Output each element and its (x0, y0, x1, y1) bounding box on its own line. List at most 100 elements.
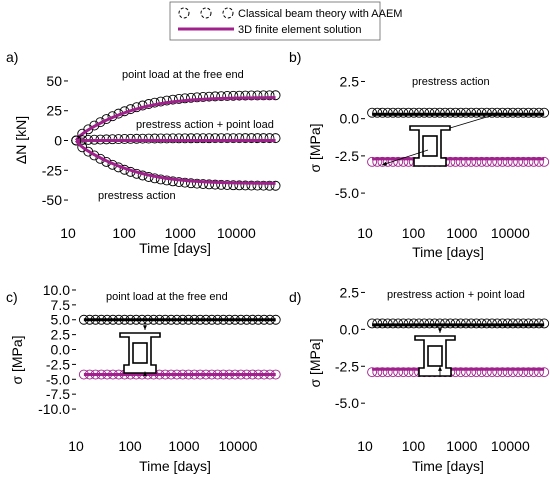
arrow-head (382, 161, 387, 166)
aaem-point (270, 133, 281, 144)
aaem-point (192, 133, 202, 144)
aaem-point-bottom (398, 367, 409, 378)
aaem-point (149, 133, 160, 144)
y-tick-label: -5.0 (335, 185, 359, 201)
annotation-prestress-point-load: prestress action + point load (136, 119, 274, 131)
fem-line-series-2 (74, 139, 276, 185)
aaem-point (252, 90, 263, 101)
aaem-point-bottom (487, 156, 497, 167)
aaem-point-bottom (367, 156, 378, 167)
arrow-head (143, 325, 147, 330)
aaem-point (119, 134, 130, 144)
aaem-point (264, 133, 275, 144)
aaem-point (216, 91, 227, 102)
aaem-point-bottom (403, 367, 414, 378)
x-tick-label: 10 (60, 225, 76, 241)
aaem-point (125, 133, 136, 144)
aaem-point (167, 94, 178, 105)
x-tick-label: 100 (402, 438, 426, 454)
aaem-point-bottom (502, 156, 513, 167)
panel-label-c: c) (6, 289, 18, 305)
aaem-point (167, 133, 178, 144)
legend: Classical beam theory with AAEM 3D finit… (169, 1, 402, 41)
y-tick-label: 0.0 (340, 321, 360, 337)
panel-d-plot: 2.5 0.0 -2.5 -5.0 10 100 1000 10000 (335, 284, 550, 454)
panel-a-plot: 50 25 0 -25 -50 10 100 1000 10000 (42, 73, 281, 241)
y-tick-label: 0.0 (340, 111, 360, 127)
aaem-point (210, 91, 221, 102)
y-tick-label: -2.5 (335, 148, 359, 164)
aaem-point (234, 90, 245, 101)
x-tick-label: 1000 (446, 225, 477, 241)
panel-label-b: b) (289, 49, 301, 65)
aaem-point (192, 178, 202, 189)
x-axis-label-d: Time [days] (412, 458, 484, 474)
aaem-point-bottom (492, 367, 503, 378)
arrow-head (438, 366, 442, 371)
legend-marker-circles (178, 7, 234, 19)
x-tick-label: 1000 (165, 225, 196, 241)
annotation-c: point load at the free end (106, 291, 228, 303)
y-tick-label: -5.0 (335, 395, 359, 411)
aaem-point (198, 133, 209, 144)
aaem-point (167, 176, 178, 187)
aaem-point (161, 133, 172, 144)
aaem-point-bottom (497, 367, 508, 378)
panel-a: a) 50 25 0 -25 -50 10 100 1000 10000 point load … (6, 49, 281, 256)
y-tick-label: -2.5 (335, 358, 359, 374)
aaem-point-bottom (507, 156, 518, 167)
aaem-point-bottom (492, 156, 503, 167)
aaem-point (173, 177, 184, 188)
aaem-point (270, 180, 281, 191)
aaem-point-bottom (372, 156, 383, 167)
aaem-point (71, 135, 82, 146)
aaem-point-bottom (450, 156, 461, 167)
aaem-point-bottom (528, 367, 539, 378)
arrow-head (143, 371, 147, 377)
pointer-arrow (449, 112, 501, 129)
aaem-point-bottom (398, 156, 409, 167)
aaem-point (270, 90, 281, 101)
cross-section-icon (414, 335, 456, 377)
aaem-point-bottom (382, 367, 393, 378)
aaem-point-bottom (455, 156, 466, 167)
aaem-point (252, 180, 263, 191)
aaem-point-bottom (481, 156, 492, 167)
fem-line-series-0 (74, 96, 276, 142)
aaem-point (198, 179, 209, 189)
y-tick-label: -50 (42, 192, 62, 208)
aaem-point-bottom (367, 367, 378, 378)
y-tick-label: 7.5 (51, 297, 71, 313)
aaem-point-bottom (534, 367, 544, 378)
arrow-head (438, 328, 442, 333)
x-axis-label-b: Time [days] (412, 244, 484, 260)
x-axis-label-c: Time [days] (139, 458, 211, 474)
aaem-point-bottom (455, 367, 466, 378)
y-tick-label: 0.0 (51, 342, 71, 358)
panel-b: b) 2.5 0.0 -2.5 -5.0 10 100 1000 10000 prestres… (289, 49, 550, 260)
aaem-point-bottom (481, 367, 492, 378)
aaem-point-bottom (487, 367, 497, 378)
aaem-point-bottom (471, 367, 482, 378)
aaem-point (228, 133, 239, 144)
aaem-point (137, 133, 148, 144)
aaem-point-bottom (377, 367, 388, 378)
aaem-point-bottom (507, 367, 518, 378)
aaem-point (228, 180, 239, 191)
x-tick-label: 10 (357, 225, 373, 241)
aaem-point (210, 133, 221, 144)
aaem-point-bottom (387, 367, 398, 378)
aaem-point (179, 93, 190, 104)
y-tick-label: -7.5 (46, 386, 70, 402)
y-tick-label: 25 (46, 103, 62, 119)
y-tick-label: 2.5 (51, 327, 71, 343)
legend-label-fem: 3D finite element solution (238, 24, 362, 36)
aaem-point (240, 133, 251, 144)
annotation-prestress: prestress action (98, 190, 176, 202)
aaem-point (264, 90, 275, 101)
x-axis-label-a: Time [days] (139, 240, 211, 256)
aaem-point (264, 180, 275, 191)
aaem-point-bottom (372, 367, 383, 378)
y-tick-label: 50 (46, 73, 62, 89)
aaem-point (246, 133, 257, 144)
